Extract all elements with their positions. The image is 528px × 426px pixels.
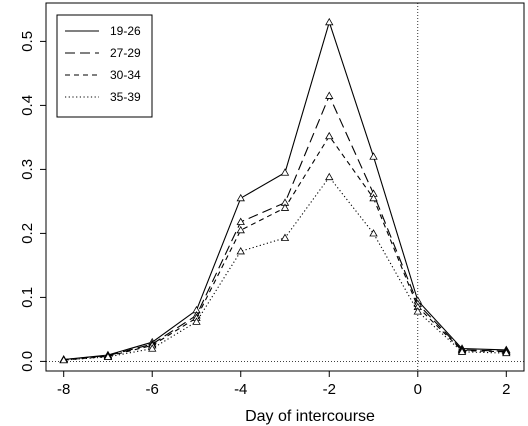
y-tick-label: 0.4 [19, 95, 36, 116]
legend-label-27-29: 27-29 [110, 46, 141, 60]
x-axis-title: Day of intercourse [245, 408, 375, 425]
x-tick-label: 2 [502, 381, 510, 398]
x-tick-label: -6 [146, 381, 159, 398]
x-tick-label: 0 [414, 381, 422, 398]
y-tick-label: 0.2 [19, 223, 36, 244]
x-tick-label: -2 [323, 381, 336, 398]
x-tick-label: -8 [57, 381, 70, 398]
legend-label-19-26: 19-26 [110, 24, 141, 38]
y-tick-label: 0.3 [19, 159, 36, 180]
legend-label-30-34: 30-34 [110, 68, 141, 82]
legend-label-35-39: 35-39 [110, 90, 141, 104]
y-tick-label: 0.1 [19, 287, 36, 308]
y-tick-label: 0.0 [19, 351, 36, 372]
y-tick-label: 0.5 [19, 31, 36, 52]
legend: 19-26 27-29 30-34 35-39 [57, 15, 152, 117]
x-tick-label: -4 [234, 381, 247, 398]
